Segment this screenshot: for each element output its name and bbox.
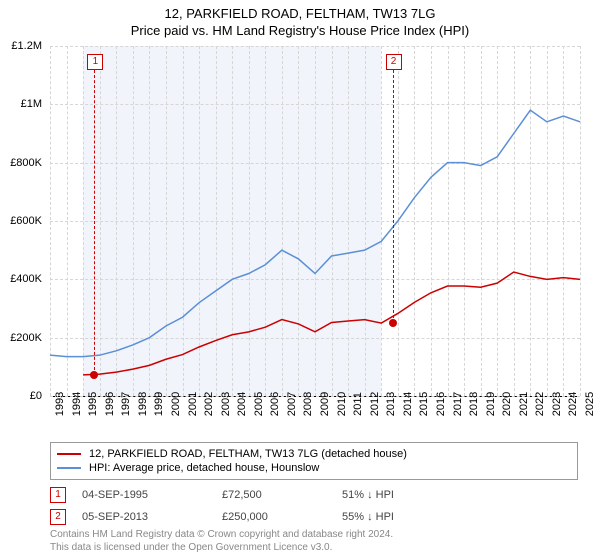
- y-tick-label: £0: [30, 390, 42, 402]
- x-tick-label: 2021: [518, 392, 530, 416]
- sale-row: 2 05-SEP-2013£250,00055% ↓ HPI: [50, 506, 578, 528]
- legend-swatch: [57, 467, 81, 469]
- x-tick-label: 2005: [253, 392, 265, 416]
- legend: 12, PARKFIELD ROAD, FELTHAM, TW13 7LG (d…: [50, 442, 578, 480]
- x-tick-label: 2013: [385, 392, 397, 416]
- y-tick-label: £800K: [10, 157, 42, 169]
- x-tick-label: 2015: [418, 392, 430, 416]
- x-tick-label: 2024: [567, 392, 579, 416]
- marker-line: [393, 70, 394, 323]
- series-property: [83, 272, 580, 375]
- x-tick-label: 1999: [153, 392, 165, 416]
- x-tick-label: 2004: [236, 392, 248, 416]
- plot-area: 12: [50, 46, 580, 397]
- x-tick-label: 2008: [302, 392, 314, 416]
- x-tick-label: 2018: [468, 392, 480, 416]
- marker-box: 1: [87, 54, 103, 70]
- marker-dot: [389, 319, 397, 327]
- legend-item: HPI: Average price, detached house, Houn…: [57, 461, 571, 475]
- marker-box: 2: [386, 54, 402, 70]
- x-tick-label: 1993: [54, 392, 66, 416]
- x-tick-label: 2001: [187, 392, 199, 416]
- sale-price: £250,000: [222, 511, 342, 523]
- titles: 12, PARKFIELD ROAD, FELTHAM, TW13 7LG Pr…: [0, 0, 600, 38]
- x-tick-label: 1998: [137, 392, 149, 416]
- line-series: [50, 46, 580, 396]
- sale-hpi: 51% ↓ HPI: [342, 489, 578, 501]
- x-tick-label: 1997: [120, 392, 132, 416]
- y-tick-label: £1M: [21, 98, 42, 110]
- y-axis: £0£200K£400K£600K£800K£1M£1.2M: [0, 46, 46, 396]
- x-tick-label: 2006: [269, 392, 281, 416]
- x-tick-label: 2003: [220, 392, 232, 416]
- sale-date: 05-SEP-2013: [82, 511, 222, 523]
- footer-line2: This data is licensed under the Open Gov…: [50, 541, 393, 554]
- sale-price: £72,500: [222, 489, 342, 501]
- y-tick-label: £1.2M: [11, 40, 42, 52]
- x-tick-label: 1996: [104, 392, 116, 416]
- footer-attribution: Contains HM Land Registry data © Crown c…: [50, 528, 393, 554]
- sales-table: 1 04-SEP-1995£72,50051% ↓ HPI 2 05-SEP-2013…: [50, 484, 578, 528]
- x-tick-label: 2023: [551, 392, 563, 416]
- x-tick-label: 2025: [584, 392, 596, 416]
- sale-row: 1 04-SEP-1995£72,50051% ↓ HPI: [50, 484, 578, 506]
- y-tick-label: £200K: [10, 332, 42, 344]
- marker-line: [94, 70, 95, 375]
- y-tick-label: £600K: [10, 215, 42, 227]
- series-hpi: [50, 110, 580, 356]
- legend-item: 12, PARKFIELD ROAD, FELTHAM, TW13 7LG (d…: [57, 447, 571, 461]
- legend-label: HPI: Average price, detached house, Houn…: [89, 462, 319, 474]
- title-subtitle: Price paid vs. HM Land Registry's House …: [0, 23, 600, 38]
- x-tick-label: 2002: [203, 392, 215, 416]
- chart-container: 12, PARKFIELD ROAD, FELTHAM, TW13 7LG Pr…: [0, 0, 600, 560]
- x-tick-label: 2020: [501, 392, 513, 416]
- x-tick-label: 2017: [452, 392, 464, 416]
- x-tick-label: 2022: [534, 392, 546, 416]
- x-tick-label: 1994: [71, 392, 83, 416]
- x-tick-label: 2014: [402, 392, 414, 416]
- legend-swatch: [57, 453, 81, 455]
- x-tick-label: 2009: [319, 392, 331, 416]
- marker-dot: [90, 371, 98, 379]
- y-tick-label: £400K: [10, 273, 42, 285]
- sale-marker: 1: [50, 487, 66, 503]
- title-address: 12, PARKFIELD ROAD, FELTHAM, TW13 7LG: [0, 6, 600, 21]
- footer-line1: Contains HM Land Registry data © Crown c…: [50, 528, 393, 541]
- sale-hpi: 55% ↓ HPI: [342, 511, 578, 523]
- x-tick-label: 2000: [170, 392, 182, 416]
- x-tick-label: 1995: [87, 392, 99, 416]
- x-axis: 1993199419951996199719981999200020012002…: [50, 400, 580, 440]
- sale-marker: 2: [50, 509, 66, 525]
- x-tick-label: 2010: [336, 392, 348, 416]
- x-tick-label: 2007: [286, 392, 298, 416]
- gridline-v: [580, 46, 581, 396]
- x-tick-label: 2019: [485, 392, 497, 416]
- legend-label: 12, PARKFIELD ROAD, FELTHAM, TW13 7LG (d…: [89, 448, 407, 460]
- x-tick-label: 2011: [352, 392, 364, 416]
- sale-date: 04-SEP-1995: [82, 489, 222, 501]
- x-tick-label: 2012: [369, 392, 381, 416]
- x-tick-label: 2016: [435, 392, 447, 416]
